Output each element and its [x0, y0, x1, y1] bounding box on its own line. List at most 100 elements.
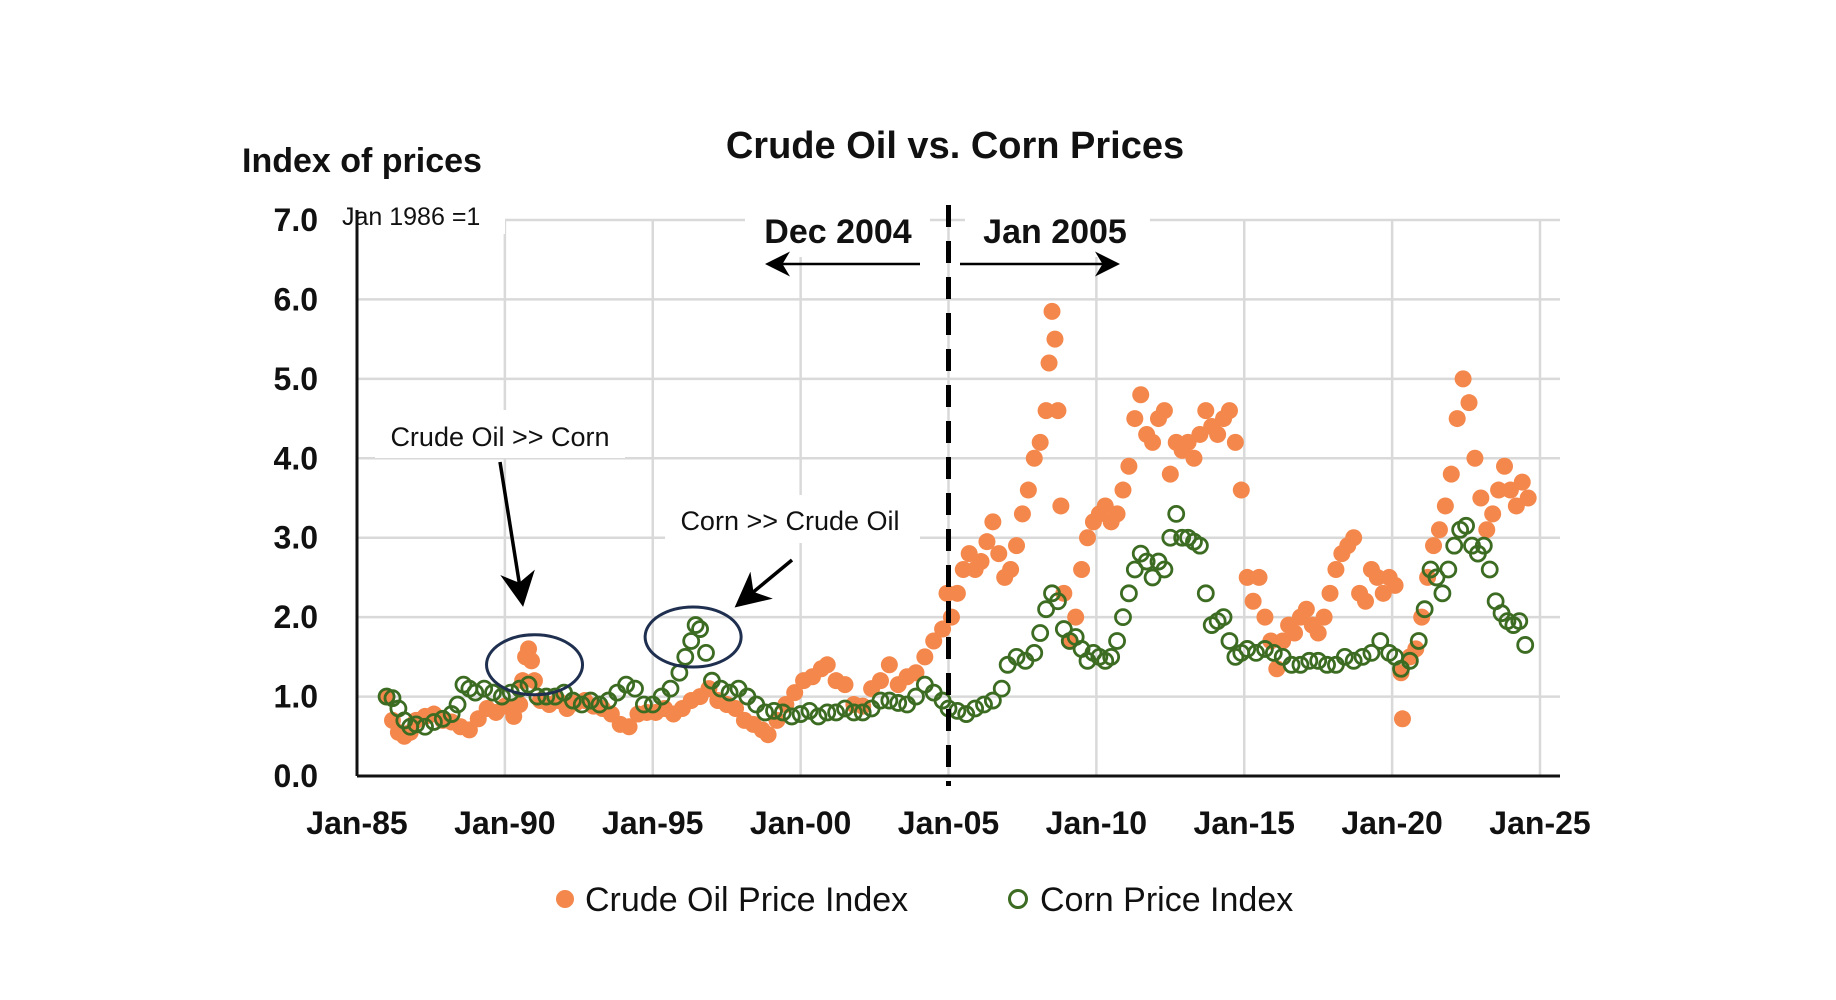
corn-point: [626, 679, 644, 698]
corn-point: [1264, 643, 1283, 662]
corn-point: [1173, 528, 1192, 547]
oil-point: [1108, 505, 1126, 523]
corn-point: [1114, 608, 1132, 627]
corn-point: [1362, 643, 1381, 662]
oil-point: [1079, 529, 1097, 547]
annotation-arrow: [734, 558, 794, 608]
oil-point: [1315, 608, 1333, 626]
oil-point: [1155, 402, 1173, 420]
y-tick-labels: 0.0 1.0 2.0 3.0 4.0 5.0 6.0 7.0: [274, 202, 318, 794]
y-tick-label: 6.0: [274, 281, 318, 317]
oil-point: [1185, 449, 1203, 467]
corn-point: [1510, 612, 1529, 631]
x-tick-label: Jan-00: [750, 805, 851, 841]
corn-point: [1415, 600, 1434, 619]
corn-point: [1439, 560, 1458, 579]
oil-point: [1327, 560, 1345, 578]
oil-point: [1040, 354, 1058, 372]
corn-point: [1214, 608, 1233, 627]
corn-point: [1318, 655, 1336, 674]
oil-point: [1209, 425, 1227, 443]
corn-point: [407, 715, 426, 734]
corn-point: [1120, 584, 1138, 603]
period-label-after: Jan 2005: [983, 213, 1127, 251]
corn-point: [1371, 632, 1390, 650]
x-tick-label: Jan-95: [602, 805, 703, 841]
x-tick-label: Jan-20: [1341, 805, 1442, 841]
oil-point: [1008, 537, 1026, 555]
x-tick-labels: Jan-85 Jan-90 Jan-95 Jan-00 Jan-05 Jan-10 Jan-…: [306, 805, 1590, 841]
legend-oil-marker: [556, 890, 574, 908]
oil-point: [1226, 433, 1244, 451]
oil-point: [1049, 402, 1067, 420]
corn-point: [992, 679, 1011, 698]
period-divider: [765, 205, 1120, 786]
corn-point: [844, 703, 863, 722]
series-crude-oil: [378, 302, 1537, 745]
corn-point: [563, 691, 582, 710]
oil-point: [1472, 489, 1490, 507]
oil-point: [1393, 710, 1411, 728]
oil-point: [1037, 402, 1055, 420]
corn-point: [510, 679, 529, 698]
oil-point: [1386, 576, 1404, 594]
period-label-before: Dec 2004: [764, 213, 912, 251]
corn-point: [1167, 504, 1186, 523]
corn-point: [581, 691, 600, 710]
corn-point: [1196, 584, 1215, 603]
corn-point: [1256, 640, 1274, 658]
oil-point: [759, 726, 777, 744]
y-tick-label: 5.0: [274, 361, 318, 397]
corn-point: [1155, 560, 1174, 579]
corn-point: [791, 705, 810, 723]
series-corn: [377, 504, 1535, 736]
corn-point: [1474, 536, 1493, 555]
y-tick-label: 1.0: [274, 679, 318, 715]
oil-point: [1126, 410, 1144, 428]
oil-point: [948, 584, 966, 602]
oil-point: [1019, 481, 1037, 499]
oil-point: [1442, 465, 1460, 483]
oil-point: [954, 560, 972, 578]
annotation-circle: [643, 605, 743, 669]
legend: Crude Oil Price Index Corn Price Index: [556, 881, 1293, 919]
oil-point: [1490, 481, 1508, 499]
corn-point: [853, 703, 872, 722]
oil-point: [522, 652, 540, 670]
oil-point: [511, 696, 529, 714]
oil-point: [818, 656, 836, 674]
oil-point: [1046, 330, 1064, 348]
y-tick-label: 4.0: [274, 440, 318, 476]
corn-point: [975, 695, 993, 714]
annotation-arrow: [498, 461, 535, 607]
corn-point: [1282, 655, 1301, 674]
corn-point: [676, 647, 695, 666]
corn-point: [1457, 516, 1475, 535]
oil-point: [1345, 529, 1363, 547]
oil-point: [978, 533, 996, 551]
oil-point: [1031, 433, 1049, 451]
corn-point: [1049, 592, 1067, 611]
corn-point: [818, 703, 837, 722]
corn-point: [1220, 632, 1239, 650]
oil-point: [1478, 521, 1496, 539]
x-tick-label: Jan-85: [306, 805, 407, 841]
corn-point: [424, 713, 443, 731]
corn-point: [756, 703, 775, 722]
oil-point: [1454, 370, 1472, 388]
annotation-1-background: [375, 410, 625, 458]
corn-point: [983, 691, 1002, 710]
oil-point: [907, 664, 925, 682]
annotations: Crude Oil >> Corn Corn >> Crude Oil: [390, 422, 900, 697]
corn-point: [773, 703, 792, 722]
x-tick-label: Jan-05: [898, 805, 999, 841]
oil-point: [1425, 537, 1443, 555]
oil-point: [916, 648, 934, 666]
oil-point: [1002, 560, 1020, 578]
oil-point: [1357, 592, 1375, 610]
corn-point: [1238, 640, 1257, 658]
oil-point: [620, 718, 638, 736]
y-tick-label: 2.0: [274, 599, 318, 635]
x-tick-label: Jan-15: [1194, 805, 1295, 841]
corn-point: [1344, 651, 1363, 670]
